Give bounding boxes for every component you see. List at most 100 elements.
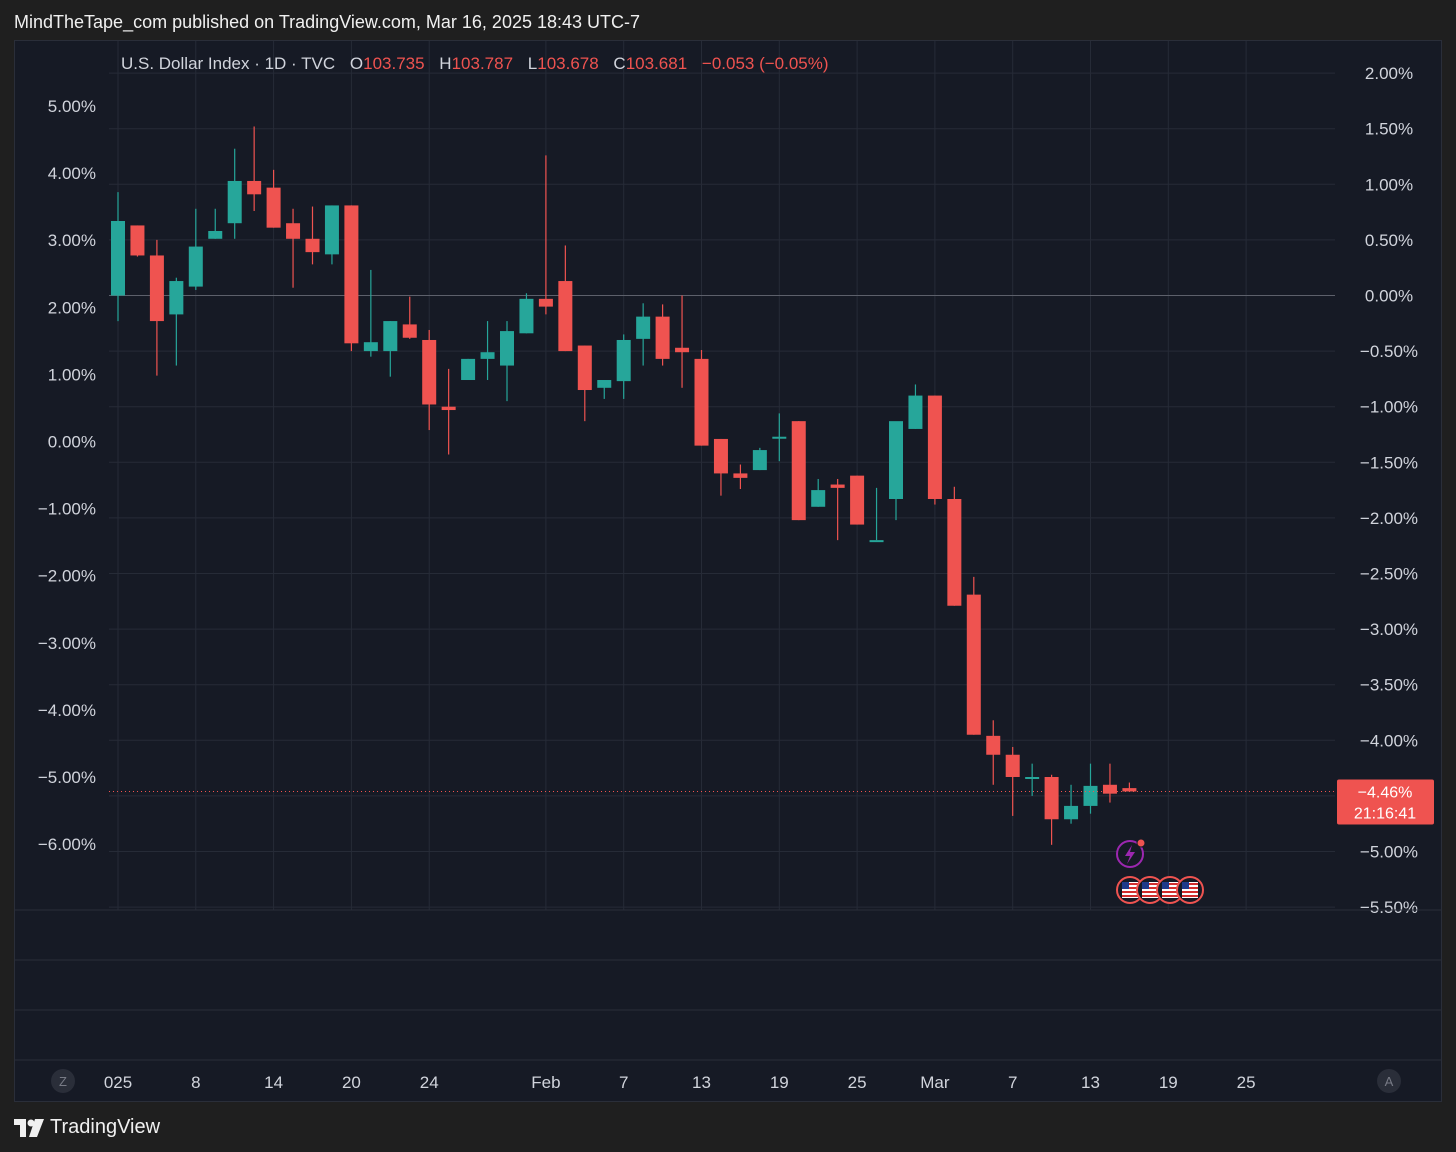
candle-body <box>402 324 417 338</box>
candle[interactable] <box>655 304 670 366</box>
candle-body <box>752 450 767 471</box>
candle[interactable] <box>966 576 981 735</box>
candle[interactable] <box>480 321 495 381</box>
candle-body <box>344 205 359 344</box>
candle[interactable] <box>947 486 962 606</box>
candle[interactable] <box>402 296 417 339</box>
right-axis-tick-label: 0.00% <box>1365 287 1413 306</box>
candle[interactable] <box>908 384 923 429</box>
left-axis-tick-label: 4.00% <box>48 164 96 183</box>
candle[interactable] <box>869 487 884 543</box>
candle[interactable] <box>889 421 903 521</box>
candle-body <box>305 238 320 253</box>
us-flag-icon[interactable] <box>1116 876 1144 904</box>
candle[interactable] <box>1122 782 1137 792</box>
candle[interactable] <box>441 368 456 455</box>
candle[interactable] <box>636 303 651 366</box>
candle[interactable] <box>597 380 612 399</box>
time-axis-tick-label: 7 <box>619 1073 628 1092</box>
candle[interactable] <box>850 475 865 525</box>
candle-body <box>130 225 145 256</box>
candle[interactable] <box>986 720 1001 785</box>
event-markers[interactable] <box>1116 838 1204 904</box>
candle[interactable] <box>286 208 301 288</box>
candle[interactable] <box>169 277 184 366</box>
us-flag-icon[interactable] <box>1176 876 1204 904</box>
candle-body <box>1064 805 1079 820</box>
z-button[interactable]: Z <box>51 1069 75 1093</box>
candle[interactable] <box>130 225 145 257</box>
candle[interactable] <box>1044 774 1059 845</box>
candle[interactable] <box>752 447 767 471</box>
left-axis-tick-label: −5.00% <box>38 768 96 787</box>
candle-body <box>519 298 534 334</box>
candle[interactable] <box>694 349 709 446</box>
candle[interactable] <box>713 438 728 496</box>
candle[interactable] <box>1083 763 1098 814</box>
candle[interactable] <box>500 321 514 402</box>
right-axis-tick-label: 2.00% <box>1365 64 1413 83</box>
time-axis-tick-label: 25 <box>1237 1073 1256 1092</box>
candle[interactable] <box>383 321 398 377</box>
candle[interactable] <box>344 205 359 352</box>
candle[interactable] <box>830 478 845 541</box>
legend-h-label: H <box>439 54 451 73</box>
candle-body <box>1083 785 1098 806</box>
left-price-axis[interactable]: 5.00% 4.00% 3.00% 2.00% 1.00% 0.00% −1.00% −2.0… <box>38 97 96 854</box>
candle-body <box>149 255 164 322</box>
candle[interactable] <box>461 358 476 381</box>
candles[interactable] <box>111 126 1137 845</box>
candle[interactable] <box>111 192 125 322</box>
candle-body <box>927 395 942 499</box>
candle[interactable] <box>324 205 339 265</box>
right-axis-tick-label: −0.50% <box>1360 342 1418 361</box>
candle-body <box>1122 788 1137 792</box>
legend-h-value: 103.787 <box>452 54 513 73</box>
candle[interactable] <box>266 169 281 228</box>
candle-body <box>558 281 573 352</box>
candle[interactable] <box>558 245 573 352</box>
candle-body <box>169 281 184 315</box>
candle[interactable] <box>363 269 378 357</box>
candle-body <box>908 395 923 429</box>
candle[interactable] <box>538 155 553 315</box>
candle[interactable] <box>208 208 223 239</box>
candle[interactable] <box>1102 763 1117 803</box>
candle[interactable] <box>616 334 631 399</box>
candle[interactable] <box>149 239 164 376</box>
candle[interactable] <box>422 329 437 431</box>
candle[interactable] <box>227 148 242 239</box>
candle[interactable] <box>1005 746 1020 816</box>
candle[interactable] <box>188 208 203 290</box>
time-axis[interactable]: 025 8 14 20 24 Feb 7 13 19 25 Mar 7 13 19 25 <box>104 1073 1256 1092</box>
right-axis-tick-label: −3.50% <box>1360 676 1418 695</box>
candle-body <box>655 316 670 359</box>
lightning-event-icon[interactable] <box>1116 838 1146 868</box>
candle[interactable] <box>519 293 534 334</box>
svg-text:U.S. Dollar Index · 1D · TVC: U.S. Dollar Index · 1D · TVC O103.735 H1… <box>121 54 829 73</box>
candle[interactable] <box>675 295 690 388</box>
candle-body <box>383 321 398 352</box>
published-text: MindTheTape_com published on TradingView… <box>14 12 641 32</box>
tradingview-logo[interactable]: TradingView <box>14 1116 160 1139</box>
time-axis-tick-label: 20 <box>342 1073 361 1092</box>
candle[interactable] <box>927 395 942 505</box>
candle[interactable] <box>305 206 320 265</box>
candle[interactable] <box>1025 763 1040 796</box>
candle[interactable] <box>247 126 262 211</box>
us-flag-icon[interactable] <box>1156 876 1184 904</box>
chart-frame[interactable]: 5.00% 4.00% 3.00% 2.00% 1.00% 0.00% −1.00% −2.0… <box>14 40 1442 1102</box>
candle[interactable] <box>772 413 787 462</box>
us-flag-event-icons[interactable] <box>1116 876 1204 904</box>
candle[interactable] <box>733 464 748 489</box>
candle-body <box>791 421 806 521</box>
candlestick-chart[interactable]: 5.00% 4.00% 3.00% 2.00% 1.00% 0.00% −1.00% −2.0… <box>15 41 1441 1101</box>
candle[interactable] <box>791 421 806 521</box>
legend-c-label: C <box>613 54 625 73</box>
candle[interactable] <box>811 478 826 507</box>
footer <box>0 1102 1456 1152</box>
candle[interactable] <box>1064 784 1079 824</box>
a-button[interactable]: A <box>1377 1069 1401 1093</box>
left-axis-tick-label: −6.00% <box>38 835 96 854</box>
candle[interactable] <box>577 345 592 422</box>
